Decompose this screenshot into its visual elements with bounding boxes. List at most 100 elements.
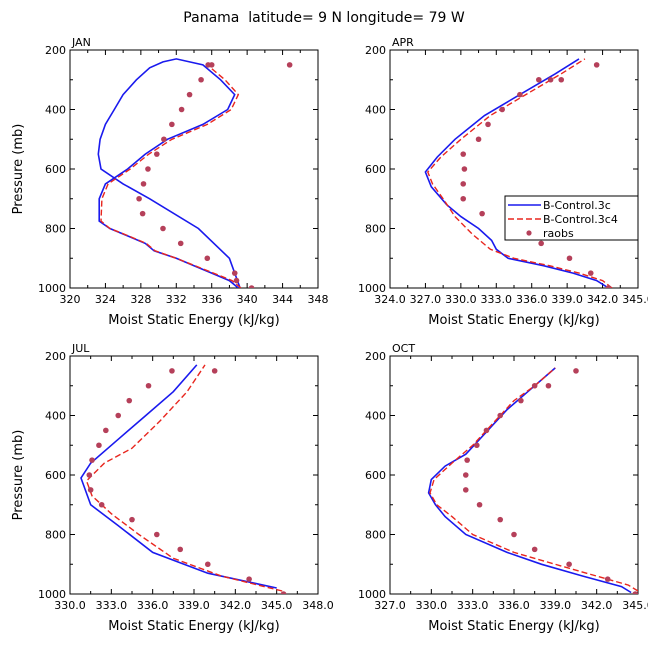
x-tick-label: 348 [308,293,329,306]
y-tick-label: 600 [365,469,386,482]
raobs-point [87,487,94,493]
raobs-point [286,62,293,68]
series-control-3c-line [97,58,241,288]
series-control-3c-line [427,367,632,594]
x-tick-label: 327.0 [410,293,442,306]
y-tick-label: 800 [365,223,386,236]
x-tick-label: 330.0 [445,293,477,306]
raobs-point [115,412,122,419]
raobs-point [460,151,467,157]
y-tick-label: 600 [45,469,66,482]
raobs-point [566,561,572,568]
raobs-point [483,427,490,434]
x-tick-label: 333.0 [481,293,513,306]
raobs-point [204,255,211,262]
y-tick-label: 800 [45,223,66,236]
y-tick-label: 600 [365,163,386,176]
raobs-point [154,151,160,157]
x-tick-label: 327.0 [374,599,406,612]
raobs-point [231,270,238,276]
y-tick-label: 1000 [38,282,66,295]
series-control-3c4-line [85,364,283,592]
y-tick-label: 400 [45,410,66,423]
legend-label: B-Control.3c [543,199,611,212]
plot-frame [69,355,319,595]
raobs-point [154,531,160,538]
raobs-point [462,472,469,478]
y-tick-label: 200 [45,350,66,363]
raobs-point [89,457,95,463]
x-tick-label: 344 [272,293,293,306]
panel-label: JAN [71,36,91,49]
raobs-point [497,516,504,523]
raobs-point [161,136,167,143]
raobs-point [136,195,142,202]
series-group [97,58,293,288]
y-tick-label: 800 [365,529,386,542]
raobs-point [460,195,467,202]
series-group [80,364,287,594]
raobs-point [248,285,255,288]
raobs-point [246,576,252,582]
raobs-point [462,487,469,493]
series-control-3c-line [424,58,609,288]
raobs-point [545,382,552,389]
y-tick-label: 1000 [38,588,66,601]
legend-marker-dot [526,230,532,236]
raobs-point [464,457,470,463]
raobs-point [573,368,579,374]
panel-label: OCT [392,342,415,355]
raobs-point [86,472,93,478]
raobs-point [160,225,166,232]
series-control-3c4-line [100,64,242,288]
legend-label: B-Control.3c4 [543,213,618,226]
x-tick-label: 330.0 [54,599,86,612]
raobs-point [604,576,611,582]
x-tick-label: 345.0 [622,599,648,612]
raobs-point [460,181,467,187]
raobs-point [605,285,612,288]
x-tick-label: 342.0 [220,599,252,612]
y-tick-label: 400 [365,410,386,423]
figure-title: Panama latitude= 9 N longitude= 79 W [183,10,465,26]
x-tick-label: 333.0 [96,599,128,612]
raobs-point [96,442,102,449]
raobs-point [587,270,594,276]
panel-label: JUL [71,342,90,355]
x-axis-label: Moist Static Energy (kJ/kg) [428,313,599,328]
raobs-point [485,121,491,128]
raobs-point [169,121,175,128]
raobs-point [140,181,147,187]
raobs-point [139,210,146,217]
x-tick-label: 336.0 [498,599,530,612]
y-tick-label: 800 [45,529,66,542]
raobs-point [177,240,184,247]
x-tick-label: 340 [237,293,258,306]
raobs-point [632,591,638,594]
raobs-point [280,591,287,594]
raobs-point [169,368,175,374]
raobs-point [98,501,105,508]
x-tick-label: 330.0 [416,599,448,612]
raobs-point [558,76,565,83]
raobs-point [126,397,133,404]
raobs-point [499,106,505,113]
y-tick-label: 1000 [358,282,386,295]
raobs-point [476,501,483,508]
raobs-point [511,531,517,538]
x-tick-label: 336.0 [137,599,169,612]
raobs-point [204,561,211,568]
raobs-point [536,76,542,83]
raobs-point [461,166,468,172]
x-tick-label: 345.0 [622,293,648,306]
series-group [424,58,613,288]
y-axis-label: Pressure (mb) [11,124,26,215]
y-tick-label: 1000 [358,588,386,601]
x-tick-label: 339.0 [551,293,583,306]
raobs-point [186,91,193,98]
